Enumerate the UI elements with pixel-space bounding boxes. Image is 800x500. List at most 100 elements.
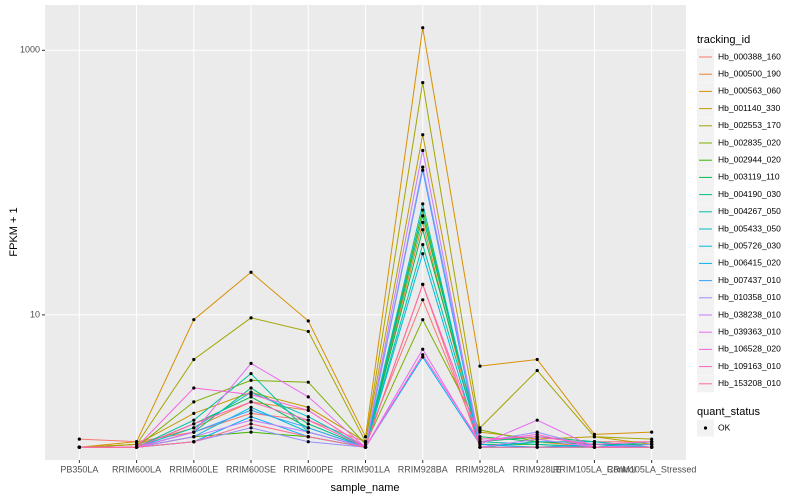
data-point [249, 422, 253, 426]
data-point [363, 435, 368, 439]
data-point [421, 168, 425, 172]
data-point [249, 408, 253, 412]
legend-label: Hb_153208_010 [718, 378, 781, 388]
data-point [535, 368, 539, 373]
x-tick-label: RRIM600SE [226, 464, 276, 474]
data-point [592, 440, 597, 444]
data-point [592, 442, 597, 446]
legend-label: Hb_002553_170 [718, 120, 781, 130]
legend-label: Hb_007437_010 [718, 275, 781, 285]
data-point [249, 415, 253, 419]
data-point [192, 426, 196, 430]
x-tick-label: RRIM105LA_Stressed [607, 464, 697, 474]
data-point [249, 361, 253, 365]
data-point [421, 80, 425, 85]
data-point [134, 440, 139, 444]
data-point [249, 316, 253, 320]
data-point [478, 364, 482, 368]
data-point [421, 165, 425, 169]
data-point [192, 440, 196, 444]
data-point [306, 426, 310, 430]
data-point [535, 440, 539, 444]
data-point [192, 386, 196, 390]
legend-label: Hb_109163_010 [718, 361, 781, 371]
data-point [421, 228, 425, 232]
y-tick-label: 10 [30, 309, 40, 319]
data-point [478, 445, 482, 449]
data-point [421, 242, 425, 247]
data-point [478, 440, 482, 444]
data-point [421, 355, 425, 359]
data-point [421, 298, 425, 302]
data-point [421, 133, 425, 137]
data-point [249, 418, 253, 422]
x-tick-label: RRIM600LE [169, 464, 218, 474]
data-point [478, 442, 482, 446]
data-point [421, 26, 425, 30]
legend-label: Hb_002835_020 [718, 137, 781, 147]
data-point [592, 435, 597, 439]
legend-label: Hb_005726_030 [718, 240, 781, 250]
data-point [421, 214, 425, 218]
data-point [134, 442, 139, 446]
data-point [421, 282, 425, 286]
data-point [535, 430, 539, 434]
data-point [363, 440, 368, 444]
data-point [306, 380, 310, 384]
data-point [192, 430, 196, 434]
x-tick-label: RRIM600LA [112, 464, 161, 474]
x-tick-label: RRIM928LA [455, 464, 504, 474]
data-point [192, 418, 196, 422]
data-point [421, 208, 425, 212]
data-point [421, 347, 425, 351]
data-point [650, 442, 654, 446]
data-point [535, 445, 539, 449]
legend-label: OK [718, 422, 731, 432]
x-tick-label: RRIM928BA [398, 464, 448, 474]
legend-label: Hb_106528_020 [718, 344, 781, 354]
data-point [249, 430, 253, 434]
data-point [306, 405, 310, 409]
data-point [363, 442, 368, 446]
x-tick-label: RRIM928LE [513, 464, 562, 474]
data-point [77, 437, 81, 441]
data-point [421, 353, 425, 357]
x-tick-label: RRIM105LA_Control [553, 464, 636, 474]
legend-label: Hb_000388_160 [718, 51, 781, 61]
legend-label: Hb_038238_010 [718, 309, 781, 319]
data-point [249, 411, 253, 416]
data-point [192, 318, 196, 322]
y-tick-label: 1000 [20, 45, 40, 55]
legend-label: Hb_004190_030 [718, 189, 781, 199]
legend-label: Hb_002944_020 [718, 154, 781, 164]
data-point [249, 426, 253, 430]
legend-label: Hb_039363_010 [718, 326, 781, 336]
x-axis-title: sample_name [330, 482, 399, 494]
data-point [478, 428, 482, 432]
data-point [306, 395, 310, 399]
data-point [650, 430, 654, 434]
data-point [249, 371, 253, 376]
x-tick-label: RRIM901LA [341, 464, 390, 474]
data-point [421, 220, 425, 225]
legend-label: Hb_005433_050 [718, 223, 781, 233]
legend-swatch [703, 426, 708, 430]
data-point [592, 432, 597, 436]
data-point [535, 442, 539, 446]
data-point [363, 445, 368, 449]
legend-label: Hb_000500_190 [718, 68, 781, 78]
data-point [249, 395, 253, 399]
data-point [421, 318, 425, 322]
data-point [192, 435, 196, 439]
data-point [306, 422, 310, 426]
data-point [535, 435, 539, 439]
data-point [478, 437, 482, 441]
x-tick-label: PB350LA [60, 464, 98, 474]
x-tick-label: RRIM600PE [283, 464, 333, 474]
legend-label: Hb_000563_060 [718, 86, 781, 96]
legend-label: Hb_001140_330 [718, 103, 781, 113]
data-point [421, 252, 425, 256]
data-point [249, 392, 253, 397]
data-point [192, 400, 196, 404]
